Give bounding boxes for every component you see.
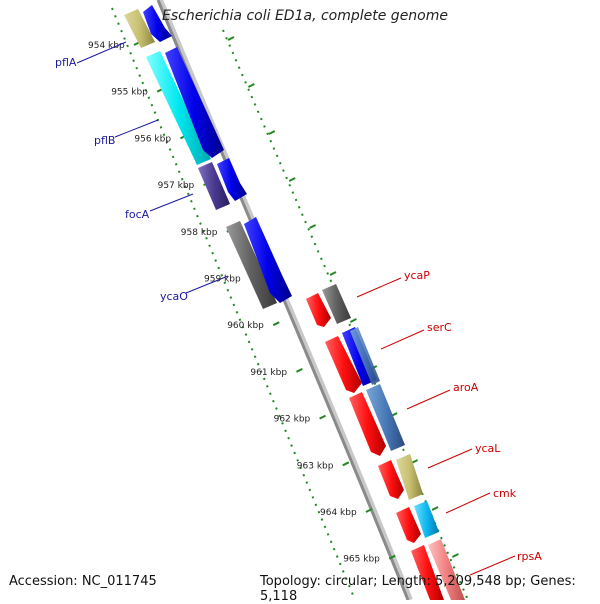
tick-mark-inner — [329, 271, 337, 276]
gene-label-pflb[interactable]: pflB — [94, 134, 115, 147]
tick-mark — [342, 461, 350, 467]
gene-label-ycal[interactable]: ycaL — [475, 442, 501, 455]
tick-mark — [295, 368, 303, 373]
genome-title: Escherichia coli ED1a, complete genome — [162, 8, 448, 24]
gene-arrow-ycap[interactable] — [306, 293, 331, 327]
tick-mark-inner — [431, 506, 439, 511]
gene-block-ycal[interactable] — [396, 454, 423, 500]
gene-arrow-aroa[interactable] — [349, 392, 386, 456]
gene-label-serc[interactable]: serC — [427, 321, 452, 334]
gene-block-aroa[interactable] — [366, 384, 405, 451]
tick-label: 955 kbp — [111, 88, 148, 98]
gene-block-pfla[interactable] — [124, 9, 155, 48]
tick-mark-inner — [349, 318, 357, 323]
gene-label-ycao[interactable]: ycaO — [160, 290, 188, 303]
tick-labels: 954 kbp 955 kbp 956 kbp 957 kbp 958 kbp 959 k… — [88, 41, 380, 565]
gene-arrow-ycao[interactable] — [244, 217, 292, 303]
tick-mark — [365, 508, 373, 513]
gene-block-ycao[interactable] — [226, 221, 277, 309]
gene-label-aroa[interactable]: aroA — [453, 381, 479, 394]
gene-label-cmk[interactable]: cmk — [493, 487, 517, 500]
gene-label-foca[interactable]: focA — [125, 208, 150, 221]
gene-labels-left: pflA pflB focA ycaO — [55, 41, 229, 303]
tick-mark-inner — [309, 224, 317, 229]
tick-mark-inner — [288, 177, 296, 182]
gene-block-ycap[interactable] — [322, 284, 351, 324]
tick-mark — [388, 554, 396, 560]
gene-arrow-foca[interactable] — [217, 158, 247, 201]
tick-label: 954 kbp — [88, 41, 125, 51]
tick-mark — [319, 414, 327, 420]
tick-label: 959 kbp — [204, 275, 241, 285]
gene-arrow-pflb[interactable] — [165, 47, 224, 158]
gene-block-foca[interactable] — [198, 162, 230, 210]
tick-label: 957 kbp — [158, 181, 195, 191]
gene-label-pfla[interactable]: pflA — [55, 56, 77, 69]
tick-label: 960 kbp — [227, 321, 264, 331]
tick-mark-inner — [227, 36, 235, 41]
gene-block-rpsa[interactable] — [428, 539, 465, 600]
tick-label: 963 kbp — [297, 461, 334, 471]
accession-label: Accession: NC_011745 — [9, 574, 157, 589]
tick-label: 962 kbp — [274, 415, 311, 425]
tick-label: 956 kbp — [134, 134, 171, 144]
tick-label: 961 kbp — [250, 368, 287, 378]
gene-block-pflb[interactable] — [146, 51, 211, 165]
tick-label: 965 kbp — [343, 555, 380, 565]
gene-arrow-ycal[interactable] — [378, 460, 404, 499]
gene-labels-right: ycaP serC aroA ycaL cmk rpsA — [356, 269, 542, 576]
gene-arrow-top[interactable] — [143, 5, 172, 42]
gene-label-ycap[interactable]: ycaP — [404, 269, 430, 282]
tick-mark-inner — [247, 83, 255, 88]
gene-block-serc-steel[interactable] — [350, 327, 380, 385]
gene-arrow-rpsa[interactable] — [411, 545, 444, 600]
reverse-track — [306, 284, 465, 600]
tick-label: 964 kbp — [320, 508, 357, 518]
tick-label: 958 kbp — [181, 228, 218, 238]
gene-arrow-serc[interactable] — [325, 336, 362, 393]
gene-label-rpsa[interactable]: rpsA — [517, 550, 542, 563]
tick-mark-inner — [268, 130, 276, 135]
forward-track — [124, 5, 292, 309]
tick-mark-inner — [451, 553, 459, 558]
gene-arrow-cmk[interactable] — [396, 507, 421, 543]
tick-mark — [272, 321, 280, 327]
major-ticks — [133, 36, 459, 560]
gene-block-cmk[interactable] — [414, 501, 439, 538]
